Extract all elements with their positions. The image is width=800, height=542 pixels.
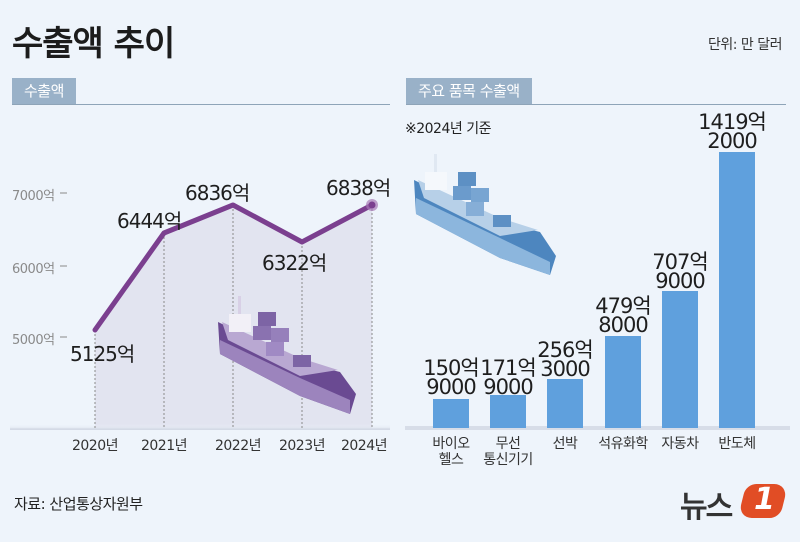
y-tick-5000: 5000억 [12,333,55,348]
cargo-ship-illustration-blue [414,154,556,275]
x-label-2022: 2022년 [214,438,262,454]
y-tick-7000: 7000억 [12,189,55,204]
source-note: 자료: 산업통상자원부 [14,495,143,513]
value-label-2020: 5125억 [70,342,135,366]
unit-label: 단위: 만 달러 [707,37,783,53]
section-tab-major-items: 주요 품목 수출액 [406,78,532,104]
value-label-2024: 6838억 [326,176,391,200]
category-label-bio-health: 바이오 헬스 [432,436,470,468]
value-label-2021: 6444억 [117,209,182,233]
bar-value-wireless-devices: 171억 9000 [480,356,536,399]
bar-automobiles [662,291,698,428]
bar-petrochemicals [605,336,641,428]
line-chart: 7000억 6000억 5000억 5125억 6444억 6836억 6322… [0,0,400,470]
category-label-automobiles: 자동차 [661,436,699,452]
x-label-2020: 2020년 [71,438,119,454]
section-divider [406,104,786,105]
category-label-petrochemicals: 석유화학 [598,436,648,452]
logo-mark-digit: 1 [754,482,775,517]
bar-value-petrochemicals: 479억 8000 [595,294,651,337]
x-label-2021: 2021년 [140,438,188,454]
bar-value-semiconductors: 1419억 2000 [698,110,767,153]
bar-bio-health [433,399,469,428]
bar-chart: 150억 9000 171억 9000 256억 3000 479억 8000 … [405,110,790,468]
y-tick-6000: 6000억 [12,262,55,277]
category-label-wireless-devices: 무선 통신기기 [483,436,533,468]
value-label-2022: 6836억 [185,181,250,205]
export-trend-line [92,202,375,333]
cargo-ship-illustration-purple [218,296,356,414]
data-point-2024 [368,201,376,209]
bar-semiconductors [719,152,755,428]
bar-chart-svg [405,154,790,430]
bar-ships [547,379,583,428]
bar-value-automobiles: 707억 9000 [652,250,708,293]
x-label-2023: 2023년 [278,438,326,454]
value-label-2023: 6322억 [262,251,327,275]
bar-value-bio-health: 150억 9000 [423,356,479,399]
page-title: 수출액 추이 [12,24,175,64]
logo-text: 뉴스 [680,490,733,525]
category-label-semiconductors: 반도체 [718,436,756,452]
bar-value-ships: 256억 3000 [537,338,593,381]
category-label-ships: 선박 [552,436,578,452]
x-label-2024: 2024년 [340,438,388,454]
reference-year-note: ※2024년 기준 [405,121,491,137]
bar-wireless-devices [490,395,526,428]
line-chart-svg [10,192,390,430]
section-tab-exports: 수출액 [12,78,76,104]
section-divider [12,104,390,105]
